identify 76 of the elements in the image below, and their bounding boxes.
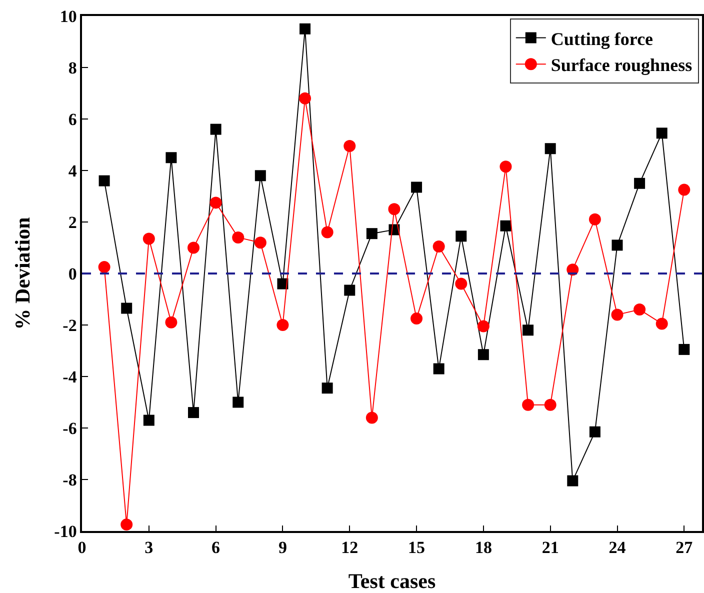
point bbox=[321, 226, 334, 238]
y-tick-label: -2 bbox=[62, 316, 77, 335]
point bbox=[634, 178, 646, 189]
x-tick-label: 6 bbox=[212, 538, 220, 558]
y-axis-title: % Deviation bbox=[10, 216, 34, 330]
point bbox=[477, 320, 490, 332]
point bbox=[388, 203, 400, 216]
point bbox=[656, 128, 668, 139]
point bbox=[567, 475, 578, 486]
x-tick-label: 21 bbox=[542, 538, 559, 558]
point bbox=[98, 175, 110, 186]
point bbox=[478, 349, 489, 360]
point bbox=[410, 312, 423, 325]
y-tick-label: -8 bbox=[62, 470, 77, 490]
point bbox=[142, 232, 155, 245]
point bbox=[366, 412, 378, 424]
point bbox=[634, 304, 646, 316]
point bbox=[254, 170, 266, 182]
point bbox=[544, 143, 556, 154]
point bbox=[276, 319, 289, 331]
y-tick-label: 2 bbox=[68, 212, 77, 232]
x-tick-label: 12 bbox=[341, 538, 358, 558]
point bbox=[188, 407, 200, 418]
point bbox=[166, 152, 177, 164]
point bbox=[120, 518, 133, 531]
x-tick-label: 15 bbox=[408, 538, 426, 558]
y-tick-label: 10 bbox=[60, 6, 77, 26]
point bbox=[188, 242, 200, 254]
point bbox=[143, 414, 154, 426]
point bbox=[277, 278, 288, 290]
y-tick-label: 4 bbox=[68, 161, 78, 180]
x-tick-label: 9 bbox=[278, 538, 287, 558]
point bbox=[232, 231, 244, 244]
x-tick-label: 24 bbox=[608, 538, 626, 558]
x-tick-label: 27 bbox=[676, 538, 694, 558]
point bbox=[455, 278, 468, 290]
point bbox=[210, 124, 222, 135]
point bbox=[344, 284, 356, 296]
point bbox=[165, 316, 178, 328]
point bbox=[678, 184, 690, 196]
point bbox=[522, 324, 534, 336]
point bbox=[544, 398, 556, 411]
point bbox=[254, 236, 266, 249]
y-tick-label: -6 bbox=[62, 418, 77, 438]
point bbox=[588, 213, 601, 226]
point bbox=[210, 196, 222, 209]
point bbox=[344, 140, 356, 152]
point bbox=[300, 23, 311, 34]
point bbox=[611, 308, 624, 321]
y-tick-label: -4 bbox=[62, 367, 78, 386]
point bbox=[500, 160, 512, 173]
point bbox=[299, 92, 312, 104]
point bbox=[656, 318, 668, 330]
point bbox=[121, 302, 132, 314]
point bbox=[589, 426, 600, 438]
y-tick-label: 6 bbox=[68, 110, 77, 129]
point bbox=[232, 396, 244, 408]
y-tick-label: 8 bbox=[68, 58, 77, 78]
legend-label: Cutting force bbox=[550, 28, 654, 49]
y-tick-label: 0 bbox=[68, 264, 77, 284]
point bbox=[612, 240, 623, 251]
point bbox=[366, 228, 378, 240]
legend-label: Surface roughness bbox=[550, 55, 692, 76]
x-tick-label: 18 bbox=[474, 538, 492, 558]
point bbox=[432, 240, 445, 252]
y-tick-label: -10 bbox=[54, 522, 77, 541]
point bbox=[678, 344, 690, 355]
x-axis-title: Test cases bbox=[348, 569, 436, 593]
point bbox=[98, 261, 110, 274]
x-tick-label: 3 bbox=[144, 538, 154, 558]
point bbox=[411, 182, 422, 193]
point bbox=[522, 398, 534, 411]
point bbox=[433, 363, 444, 374]
point bbox=[456, 230, 467, 242]
point bbox=[500, 220, 512, 232]
point bbox=[322, 382, 333, 394]
